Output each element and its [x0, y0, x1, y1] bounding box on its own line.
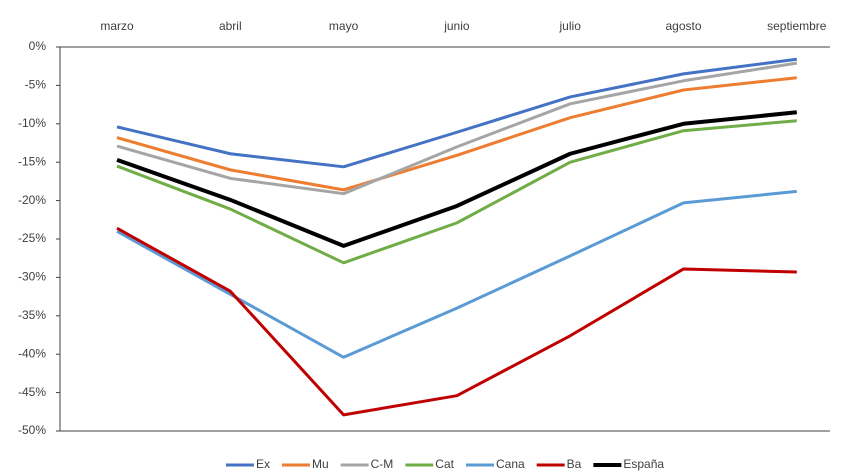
x-tick-label: abril — [219, 19, 242, 33]
y-tick-label: -50% — [18, 423, 46, 437]
y-tick-label: -30% — [18, 270, 46, 284]
series-line — [116, 57, 797, 169]
series-line — [116, 61, 798, 196]
x-tick-label: agosto — [665, 19, 701, 33]
legend-label: Ex — [256, 457, 270, 471]
y-tick-label: -40% — [18, 346, 46, 360]
x-tick-label: septiembre — [767, 19, 827, 33]
series-line — [116, 76, 797, 192]
legend: Ex Mu C-M Cat Cana Ba España — [225, 457, 664, 471]
y-tick-label: -20% — [18, 193, 46, 207]
x-tick-label: julio — [559, 19, 582, 33]
legend-label: C-M — [371, 457, 394, 471]
x-tick-label: junio — [443, 19, 470, 33]
series-line — [116, 226, 797, 417]
y-tick-label: -15% — [18, 154, 46, 168]
x-tick-label: marzo — [100, 19, 134, 33]
series-line — [116, 110, 798, 248]
y-tick-label: -10% — [18, 116, 46, 130]
y-tick-label: -35% — [18, 308, 46, 322]
legend-label: Mu — [312, 457, 329, 471]
y-tick-label: 0% — [29, 39, 47, 53]
legend-label: Cana — [496, 457, 525, 471]
x-tick-label: mayo — [329, 19, 359, 33]
legend-label: España — [623, 457, 664, 471]
legend-label: Cat — [435, 457, 454, 471]
legend-label: Ba — [567, 457, 582, 471]
series-line — [116, 189, 797, 359]
series-line — [116, 119, 797, 265]
y-tick-label: -5% — [25, 78, 47, 92]
y-tick-label: -25% — [18, 231, 46, 245]
y-tick-label: -45% — [18, 385, 46, 399]
